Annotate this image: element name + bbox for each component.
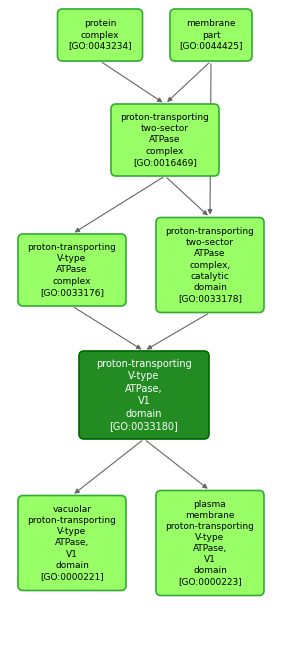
- FancyBboxPatch shape: [111, 104, 219, 176]
- FancyBboxPatch shape: [170, 9, 252, 61]
- Text: vacuolar
proton-transporting
V-type
ATPase,
V1
domain
[GO:0000221]: vacuolar proton-transporting V-type ATPa…: [27, 505, 116, 581]
- FancyBboxPatch shape: [79, 351, 209, 439]
- Text: membrane
part
[GO:0044425]: membrane part [GO:0044425]: [179, 19, 243, 50]
- FancyBboxPatch shape: [156, 490, 264, 595]
- Text: plasma
membrane
proton-transporting
V-type
ATPase,
V1
domain
[GO:0000223]: plasma membrane proton-transporting V-ty…: [166, 499, 254, 586]
- FancyBboxPatch shape: [18, 234, 126, 306]
- FancyBboxPatch shape: [58, 9, 142, 61]
- Text: proton-transporting
two-sector
ATPase
complex
[GO:0016469]: proton-transporting two-sector ATPase co…: [121, 113, 210, 167]
- Text: proton-transporting
V-type
ATPase
complex
[GO:0033176]: proton-transporting V-type ATPase comple…: [27, 243, 116, 297]
- Text: protein
complex
[GO:0043234]: protein complex [GO:0043234]: [68, 19, 132, 50]
- FancyBboxPatch shape: [156, 217, 264, 313]
- Text: proton-transporting
V-type
ATPase,
V1
domain
[GO:0033180]: proton-transporting V-type ATPase, V1 do…: [96, 359, 192, 431]
- Text: proton-transporting
two-sector
ATPase
complex,
catalytic
domain
[GO:0033178]: proton-transporting two-sector ATPase co…: [166, 227, 254, 303]
- FancyBboxPatch shape: [18, 496, 126, 591]
